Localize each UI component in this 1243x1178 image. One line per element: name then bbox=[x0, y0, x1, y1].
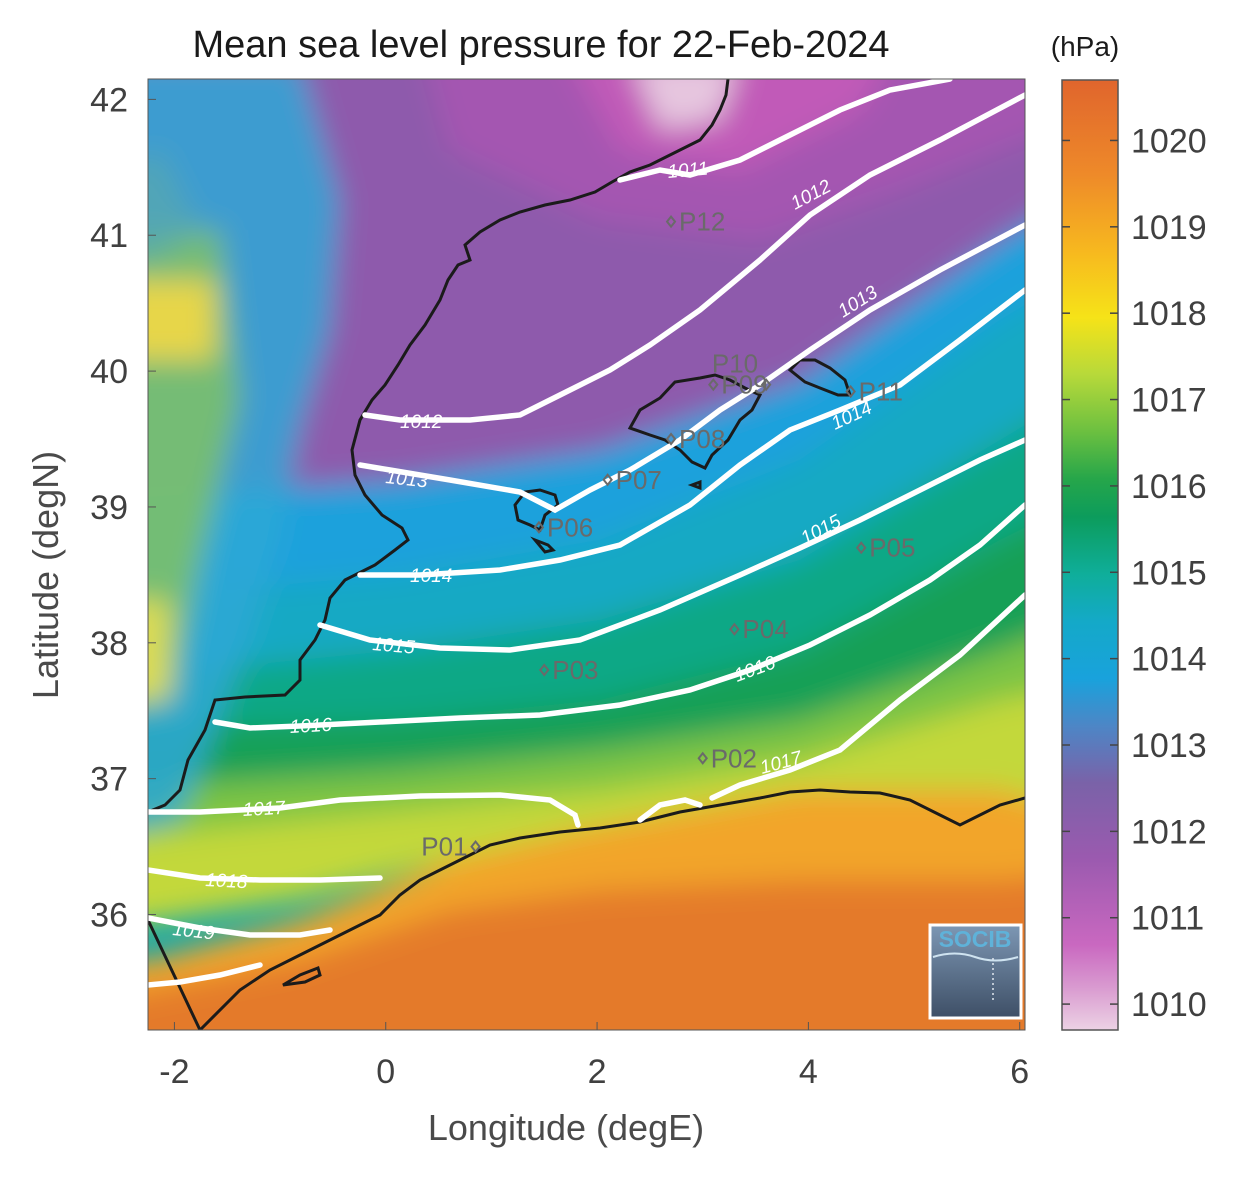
x-tick-label: 4 bbox=[799, 1053, 818, 1091]
y-tick-label: 40 bbox=[90, 353, 128, 391]
socib-logo: SOCIB bbox=[928, 923, 1023, 1020]
colorbar-unit: (hPa) bbox=[1051, 31, 1119, 62]
y-tick-label: 38 bbox=[90, 625, 128, 663]
y-tick-label: 41 bbox=[90, 217, 128, 255]
contour-label: 1018 bbox=[205, 870, 249, 893]
x-axis-ticks: -2 0 2 4 6 bbox=[159, 1022, 1029, 1091]
chart-title: Mean sea level pressure for 22-Feb-2024 bbox=[192, 24, 889, 66]
point-marker bbox=[697, 751, 709, 765]
point-marker bbox=[470, 839, 481, 854]
contour-label: 1016 bbox=[289, 715, 333, 738]
point-label: P06 bbox=[547, 512, 593, 542]
map-frame bbox=[147, 78, 1026, 1031]
y-axis-ticks: 36 37 38 39 40 41 42 bbox=[90, 81, 156, 935]
pressure-heatmap bbox=[148, 79, 1025, 1030]
coastline bbox=[148, 79, 1025, 1030]
x-axis-label: Longitude (degE) bbox=[428, 1107, 704, 1148]
colorbar-tick-label: 1018 bbox=[1131, 295, 1207, 333]
point-label: P12 bbox=[679, 207, 725, 237]
point-label: P09 bbox=[721, 370, 767, 400]
contour-label: 1013 bbox=[384, 467, 429, 492]
point-label: P02 bbox=[711, 743, 757, 773]
point-marker bbox=[602, 473, 613, 487]
colorbar-tick-label: 1014 bbox=[1131, 641, 1207, 679]
colorbar-gradient bbox=[1061, 79, 1119, 1031]
colorbar-tick-label: 1010 bbox=[1131, 986, 1207, 1024]
point-label: P04 bbox=[742, 614, 788, 644]
colorbar-tick-label: 1013 bbox=[1131, 727, 1207, 765]
colorbar-tick-label: 1016 bbox=[1131, 468, 1207, 506]
point-marker bbox=[845, 384, 856, 399]
contour-label: 1015 bbox=[372, 634, 416, 659]
colorbar-tick-label: 1012 bbox=[1131, 813, 1207, 851]
point-marker bbox=[665, 215, 677, 229]
isobars bbox=[148, 79, 1025, 988]
point-label: P03 bbox=[552, 655, 598, 685]
point-label: P08 bbox=[679, 424, 725, 454]
colorbar: (hPa) 1010101110121013101410151016101710… bbox=[1051, 31, 1207, 1031]
x-tick-label: -2 bbox=[159, 1053, 189, 1091]
x-tick-label: 2 bbox=[588, 1053, 607, 1091]
point-label: P10 bbox=[712, 349, 758, 379]
contour-label: 1011 bbox=[667, 158, 710, 182]
colorbar-tick-label: 1020 bbox=[1131, 122, 1207, 160]
point-marker bbox=[533, 520, 545, 534]
colorbar-tick-label: 1019 bbox=[1131, 209, 1207, 247]
logo-background bbox=[930, 925, 1021, 1018]
y-tick-label: 36 bbox=[90, 897, 128, 935]
colorbar-tick-label: 1011 bbox=[1131, 900, 1204, 938]
point-marker bbox=[708, 378, 719, 392]
point-label: P01 bbox=[421, 832, 467, 862]
y-tick-label: 39 bbox=[90, 489, 128, 527]
y-axis-label: Latitude (degN) bbox=[25, 451, 66, 699]
point-marker bbox=[760, 378, 772, 392]
x-tick-label: 6 bbox=[1010, 1053, 1029, 1091]
colorbar-ticks: 1010 1011 1012 1013 1014 1015 1016 1017 1018 1019… bbox=[1062, 122, 1207, 1024]
colorbar-tick-label: 1015 bbox=[1131, 554, 1207, 592]
logo-text: SOCIB bbox=[939, 926, 1012, 952]
x-tick-label: 0 bbox=[376, 1053, 395, 1091]
point-label: P11 bbox=[859, 376, 903, 406]
contour-label: 1012 bbox=[400, 412, 443, 433]
point-label: P05 bbox=[869, 533, 915, 563]
y-tick-label: 37 bbox=[90, 761, 128, 799]
point-marker bbox=[729, 622, 740, 636]
point-marker bbox=[665, 432, 677, 446]
colorbar-tick-label: 1017 bbox=[1131, 382, 1207, 420]
point-marker bbox=[538, 663, 550, 677]
point-marker bbox=[855, 541, 867, 555]
contour-label: 1014 bbox=[410, 566, 452, 587]
point-label: P07 bbox=[616, 465, 662, 495]
contour-label: 1017 bbox=[242, 798, 287, 821]
contour-label: 1019 bbox=[171, 919, 216, 944]
y-tick-label: 42 bbox=[90, 81, 128, 119]
